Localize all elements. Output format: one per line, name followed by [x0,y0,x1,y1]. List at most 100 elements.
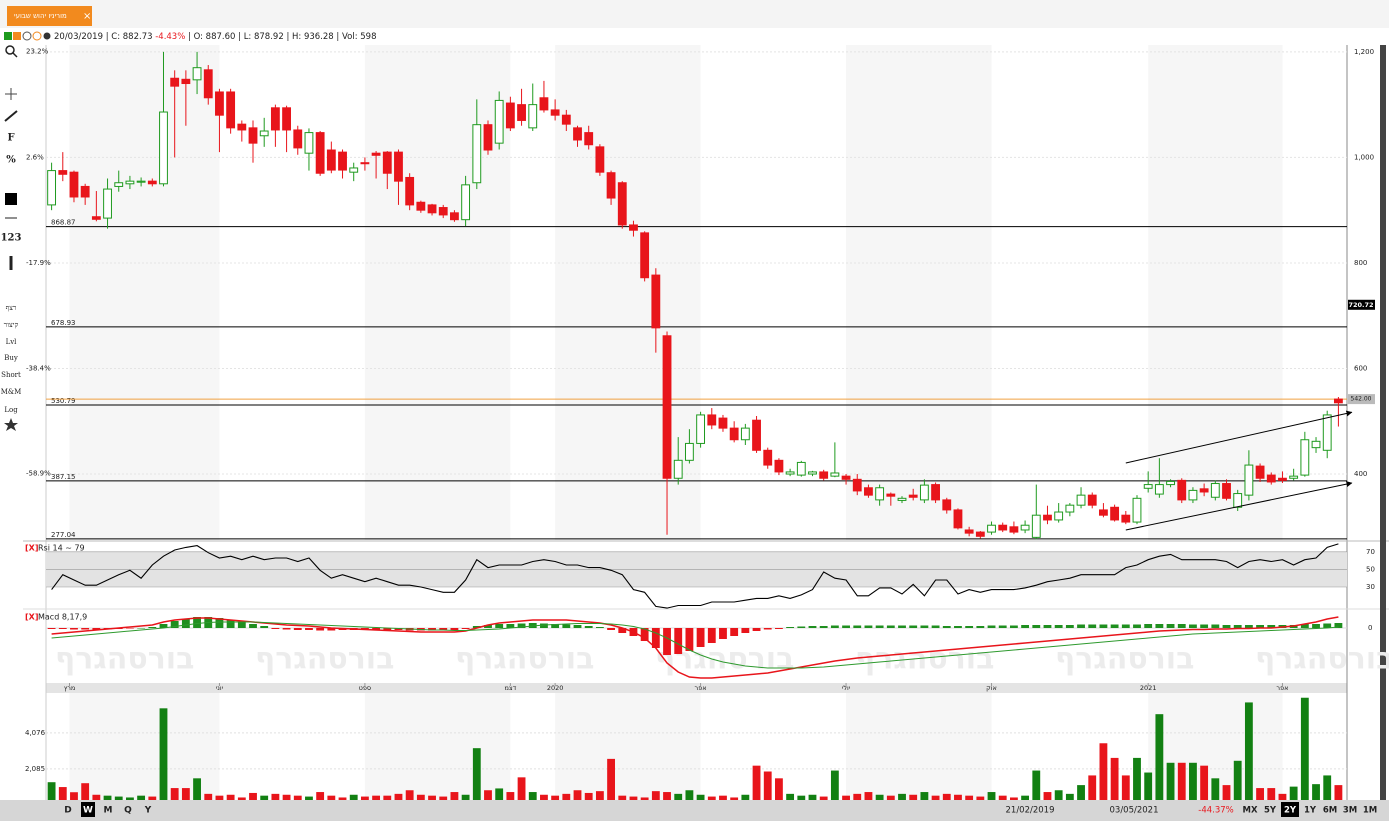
candle-body [1020,524,1030,531]
range-button[interactable]: 2Y [1284,806,1297,816]
candle-body [908,494,918,498]
range-button[interactable]: MX [1242,806,1257,816]
tool-label[interactable]: רצף [6,304,17,312]
tab[interactable] [7,6,92,26]
candle-body [1278,477,1287,481]
macd-bar [730,628,739,636]
candle-body [528,104,538,129]
icon[interactable] [32,31,42,41]
last-price-box [1348,394,1375,405]
range-button[interactable]: 6M [1323,806,1337,816]
icon[interactable] [43,32,51,40]
candle-body [886,493,896,497]
last-price-label: 542.00 [1351,396,1372,403]
candle-body [103,188,112,219]
period-button[interactable]: D [64,806,71,816]
volume-bar [595,791,604,800]
candle-body [1054,511,1064,521]
period-active[interactable] [81,802,95,817]
volume-bar [976,796,985,800]
candle-body [964,529,974,534]
candle-body [259,130,269,137]
tool-label[interactable]: Lvl [6,338,18,346]
tool-label[interactable]: M&M [1,388,22,396]
macd-bar [159,624,168,628]
period-button[interactable]: M [104,806,113,816]
macd-bar [1312,624,1320,628]
tool-label[interactable]: Short [1,371,21,379]
volume-bar [1021,795,1030,800]
rsi-close[interactable]: [X] [25,544,38,553]
volume-bar [898,793,906,800]
line-icon[interactable] [4,110,18,122]
watermark: בורסהגרף [55,642,194,677]
macd-bar [372,628,381,630]
macd-bar [1166,624,1175,628]
volume-bar [685,790,694,800]
scrollbar[interactable] [1380,45,1386,800]
volume-bar [719,795,727,800]
macd-bar [942,626,951,628]
rsi-line [51,543,1339,609]
volume-bar [629,796,638,800]
period-button[interactable]: Q [124,806,132,816]
candle-body [774,459,784,473]
period-button[interactable]: Y [144,806,152,816]
macd-bar [327,628,336,631]
tool-label[interactable]: % [6,155,16,166]
macd-bar [540,623,548,628]
candle-body [237,123,247,131]
volume-bar [965,795,974,800]
search-icon[interactable] [5,45,15,55]
macd-bar [193,617,201,628]
macd-close[interactable]: [X] [25,613,38,622]
range-button[interactable]: 5Y [1264,806,1277,816]
candle-body [382,151,392,174]
icon[interactable] [13,32,21,40]
tool-label[interactable]: Log [4,406,18,414]
range-button[interactable]: 1Y [1304,806,1317,816]
period-button[interactable]: W [83,806,93,816]
candle-body [662,335,672,479]
macd-bar [1334,623,1343,628]
range-button[interactable]: 3M [1343,806,1357,816]
volume-bar [607,758,615,800]
macd-bar [1177,624,1186,628]
candle-body [91,216,101,220]
macd-bar [484,625,492,628]
star-icon[interactable] [4,418,18,431]
tab-close[interactable]: × [83,11,91,22]
volume-bar [439,796,448,800]
range-button[interactable]: 1M [1363,806,1377,816]
volume-bar [786,793,795,800]
tool-label[interactable]: קיצור [4,321,19,329]
candle-body [729,427,739,441]
icon[interactable] [22,31,32,41]
x-tick-label: אוק [986,684,997,692]
tool-label[interactable]: F [7,133,14,144]
volume-bar [204,793,213,800]
range-active[interactable] [1281,802,1299,817]
macd-bar [640,628,649,641]
level-label: 530.79 [51,397,76,405]
tool-label[interactable]: 123 [1,233,22,244]
color-icon[interactable] [5,193,17,205]
macd-bar [1144,624,1153,628]
candle-body [517,104,526,121]
icon[interactable] [4,32,12,40]
macd-bar [170,621,179,628]
volume-bar [875,794,884,800]
macd-bar [752,628,761,631]
macd-bar [1256,625,1264,628]
volume-bar [808,794,817,800]
candle-body [931,484,940,501]
candle-body [987,524,996,533]
range-from: 21/02/2019 [1006,806,1055,816]
rsi-tick-label: 30 [1366,583,1375,591]
tool-label[interactable]: Buy [4,354,18,362]
search-icon[interactable] [12,52,18,58]
volume-bar [372,795,381,800]
macd-bar [663,628,671,655]
macd-bar [1233,625,1242,628]
candle-body [808,471,817,475]
